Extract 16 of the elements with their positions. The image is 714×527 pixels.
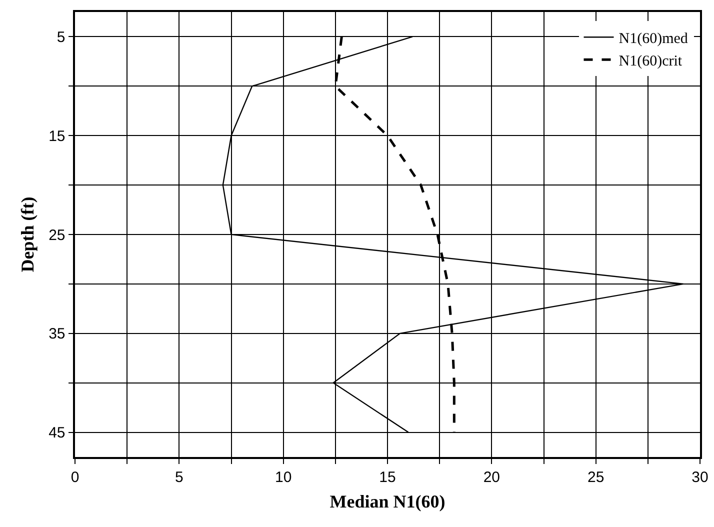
x-tick-label: 10 [274, 468, 292, 486]
x-axis-title: Median N1(60) [330, 491, 446, 512]
x-tick-label: 20 [483, 468, 500, 486]
y-tick-label: 25 [48, 226, 66, 244]
y-tick-label: 35 [48, 326, 66, 343]
x-tick-label: 0 [70, 468, 80, 486]
x-tick-label: 30 [692, 468, 708, 486]
y-tick-label: 45 [48, 424, 66, 442]
y-tick-label: 5 [56, 28, 66, 46]
x-tick-label: 15 [379, 468, 396, 486]
x-tick-label: 25 [587, 468, 604, 486]
legend-label: N1(60)crit [618, 54, 683, 70]
y-tick-label: 15 [48, 128, 66, 145]
y-axis-title: Depth (ft) [17, 196, 38, 272]
x-tick-label: 5 [175, 468, 184, 486]
legend-label: N1(60)med [618, 31, 688, 47]
